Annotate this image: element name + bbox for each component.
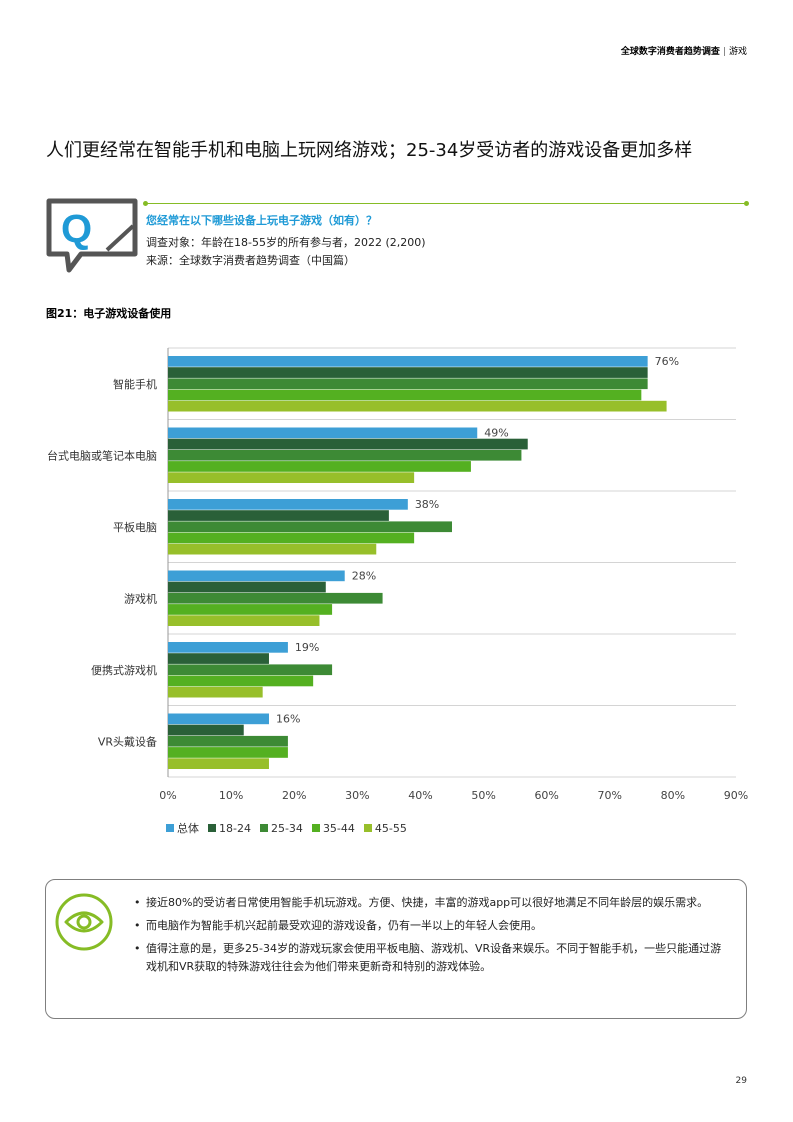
header-title: 全球数字消费者趋势调查	[620, 47, 720, 57]
bar	[168, 472, 415, 483]
device-usage-bar-chart: 0% 10% 20% 30% 40% 50% 60% 70% 80% 90% 智能手机 76% 台式电脑…	[47, 347, 748, 802]
data-label: 19%	[295, 641, 319, 654]
bar	[168, 592, 383, 604]
bar	[168, 642, 288, 653]
bar	[168, 604, 333, 615]
bar	[168, 570, 345, 582]
bar	[168, 543, 377, 555]
bar	[168, 356, 648, 367]
divider-dot-left	[143, 201, 148, 206]
header-section: 游戏	[728, 47, 747, 57]
bar	[168, 438, 528, 450]
bar	[168, 686, 263, 698]
insight-box: 接近80%的受访者日常使用智能手机玩游戏。方便、快捷，丰富的游戏app可以很好地…	[45, 879, 747, 1019]
insight-list: 接近80%的受访者日常使用智能手机玩游戏。方便、快捷，丰富的游戏app可以很好地…	[132, 894, 732, 981]
legend-swatch	[259, 824, 268, 832]
question-icon-letter: Q	[61, 207, 92, 251]
bar	[168, 378, 648, 390]
legend-swatch	[363, 824, 372, 832]
insight-item: 值得注意的是，更多25-34岁的游戏玩家会使用平板电脑、游戏机、VR设备来娱乐。…	[132, 940, 732, 976]
x-tick-label: 80%	[661, 789, 685, 802]
bar	[168, 499, 408, 510]
bar	[168, 521, 452, 533]
legend-label: 35-44	[322, 821, 355, 835]
bar	[168, 367, 648, 378]
bar	[168, 449, 522, 461]
bar	[168, 400, 667, 412]
page-headline: 人们更经常在智能手机和电脑上玩网络游戏；25-34岁受访者的游戏设备更加多样	[46, 140, 693, 161]
bar	[168, 510, 389, 521]
eye-icon	[55, 893, 113, 951]
x-tick-label: 90%	[724, 789, 748, 802]
x-tick-label: 40%	[408, 789, 432, 802]
data-label: 16%	[276, 713, 300, 726]
legend-label: 总体	[177, 822, 199, 835]
survey-subject: 调查对象：年龄在18-55岁的所有参与者，2022 (2,200)	[146, 236, 426, 249]
chart-legend: 总体 18-24 25-34 35-44 45-55	[166, 820, 407, 836]
x-tick-label: 30%	[345, 789, 369, 802]
figure-title: 图21：电子游戏设备使用	[46, 307, 172, 320]
bar	[168, 461, 471, 472]
question-divider	[143, 201, 749, 206]
bar	[168, 615, 320, 626]
category-label: 智能手机	[113, 377, 157, 391]
legend-item: 25-34	[259, 820, 303, 836]
bar	[168, 724, 244, 736]
category-label: 便携式游戏机	[91, 663, 157, 677]
bar	[168, 675, 314, 687]
legend-swatch	[166, 824, 174, 832]
x-tick-label: 70%	[598, 789, 622, 802]
legend-item: 35-44	[311, 820, 355, 836]
legend-label: 25-34	[270, 821, 303, 835]
legend-swatch	[208, 824, 216, 832]
data-label: 38%	[415, 498, 439, 511]
bar	[168, 747, 288, 758]
question-chat-icon: Q	[46, 198, 138, 273]
category-label: 游戏机	[124, 591, 157, 605]
survey-source: 来源：全球数字消费者趋势调查（中国篇）	[146, 254, 355, 267]
legend-item: 总体	[166, 820, 199, 836]
legend-item: 45-55	[363, 820, 407, 836]
bar	[168, 653, 269, 664]
category-label: 平板电脑	[113, 520, 157, 534]
category-label: 台式电脑或笔记本电脑	[47, 448, 157, 462]
x-tick-label: 20%	[282, 789, 306, 802]
data-label: 49%	[484, 427, 508, 440]
legend-item: 18-24	[208, 820, 251, 836]
data-label: 76%	[655, 355, 679, 368]
x-tick-label: 0%	[159, 789, 176, 802]
divider-dot-right	[744, 201, 749, 206]
data-label: 28%	[352, 570, 376, 583]
bar	[168, 532, 415, 544]
legend-label: 18-24	[219, 821, 251, 835]
x-tick-label: 50%	[471, 789, 495, 802]
bar	[168, 664, 333, 676]
bar	[168, 758, 269, 769]
insight-item: 接近80%的受访者日常使用智能手机玩游戏。方便、快捷，丰富的游戏app可以很好地…	[132, 894, 732, 912]
bar	[168, 581, 326, 593]
legend-swatch	[311, 824, 320, 832]
bar	[168, 735, 288, 747]
header-separator: |	[722, 47, 726, 57]
insight-item: 而电脑作为智能手机兴起前最受欢迎的游戏设备，仍有一半以上的年轻人会使用。	[132, 917, 732, 935]
legend-label: 45-55	[374, 821, 407, 835]
bar	[168, 427, 478, 439]
bar	[168, 389, 642, 401]
x-tick-label: 60%	[534, 789, 558, 802]
page-number: 29	[735, 1076, 747, 1086]
category-label: VR头戴设备	[98, 734, 157, 748]
bar	[168, 713, 269, 725]
x-tick-label: 10%	[219, 789, 243, 802]
header-tag: 全球数字消费者趋势调查 | 游戏	[621, 44, 747, 57]
survey-question: 您经常在以下哪些设备上玩电子游戏（如有）？	[146, 214, 377, 227]
